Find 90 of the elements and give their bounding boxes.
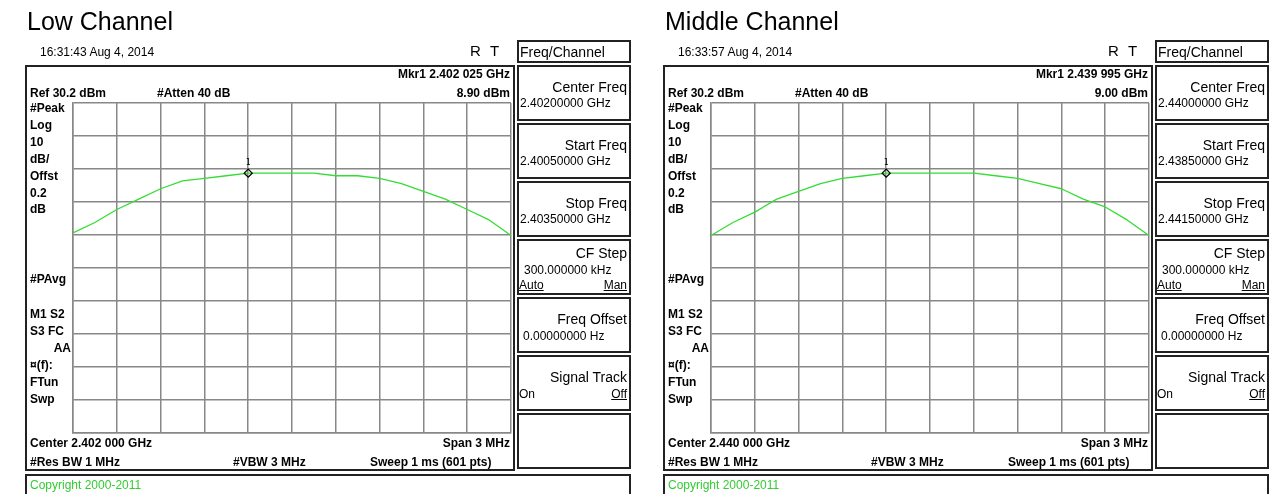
text: S3 FC <box>668 324 703 338</box>
text: On <box>519 387 536 401</box>
text: Sweep 1 ms (601 pts) <box>370 455 492 469</box>
text: Center 2.440 000 GHz <box>668 436 791 450</box>
text: 10 <box>668 135 682 149</box>
text: dB <box>668 202 684 216</box>
text: Stop Freq <box>565 195 627 211</box>
text: CF Step <box>575 245 627 261</box>
text: T <box>490 42 500 59</box>
text: #VBW 3 MHz <box>871 455 944 469</box>
text: 0.00000000 Hz <box>1161 329 1243 343</box>
text: ¤(f): <box>668 358 691 372</box>
text: AA <box>691 341 709 355</box>
text: Off <box>611 387 627 401</box>
text: 2.40050000 GHz <box>520 154 611 168</box>
text: 2.44150000 GHz <box>1158 212 1249 226</box>
text: CF Step <box>1213 245 1265 261</box>
text: #Atten 40 dB <box>795 86 869 100</box>
text: FTun <box>668 375 697 389</box>
text: 2.40350000 GHz <box>520 212 611 226</box>
text: #Res BW 1 MHz <box>30 455 121 469</box>
text: Off <box>1249 387 1265 401</box>
text: 300.000000 kHz <box>524 263 612 277</box>
text: #Res BW 1 MHz <box>668 455 759 469</box>
text: Offst <box>668 169 696 183</box>
text: 0.2 <box>668 186 685 200</box>
text: Span 3 MHz <box>1080 436 1148 450</box>
text: 2.43850000 GHz <box>1158 154 1249 168</box>
text: Offst <box>30 169 58 183</box>
text: Center Freq <box>552 79 627 95</box>
text: Swp <box>30 392 55 406</box>
text: Man <box>1241 278 1265 292</box>
text: Freq Offset <box>557 311 627 327</box>
text: R <box>1108 42 1119 59</box>
text: Copyright 2000-2011 <box>668 478 780 492</box>
text: Sweep 1 ms (601 pts) <box>1008 455 1130 469</box>
text: Freq/Channel <box>520 44 605 60</box>
text: Ref 30.2 dBm <box>668 86 745 100</box>
text: Log <box>30 118 52 132</box>
text: Auto <box>519 278 544 292</box>
text: Signal Track <box>1187 369 1265 385</box>
text: 16:31:43 Aug 4, 2014 <box>40 45 155 59</box>
text: M1 S2 <box>30 307 65 321</box>
text: 8.90 dBm <box>456 86 510 100</box>
text: #Atten 40 dB <box>157 86 231 100</box>
text: Freq Offset <box>1195 311 1265 327</box>
text: 1 <box>245 158 251 168</box>
text: FTun <box>30 375 59 389</box>
text: R <box>470 42 481 59</box>
text: On <box>1157 387 1174 401</box>
chart-title: Low Channel <box>27 7 173 35</box>
text: 2.44000000 GHz <box>1158 96 1249 110</box>
text: dB/ <box>30 152 50 166</box>
text: Man <box>603 278 627 292</box>
text: Span 3 MHz <box>442 436 510 450</box>
text: Start Freq <box>1202 137 1265 153</box>
text: Freq/Channel <box>1158 44 1243 60</box>
text: 2.40200000 GHz <box>520 96 611 110</box>
text: Auto <box>1157 278 1182 292</box>
text: S3 FC <box>30 324 65 338</box>
text: Center 2.402 000 GHz <box>30 436 153 450</box>
text: dB/ <box>668 152 688 166</box>
text: 300.000000 kHz <box>1162 263 1250 277</box>
text: Mkr1 2.402 025 GHz <box>397 67 510 81</box>
text: Mkr1 2.439 995 GHz <box>1035 67 1148 81</box>
text: Center Freq <box>1190 79 1265 95</box>
text: ¤(f): <box>30 358 53 372</box>
text: #VBW 3 MHz <box>233 455 306 469</box>
text: 9.00 dBm <box>1094 86 1148 100</box>
text: 0.00000000 Hz <box>523 329 605 343</box>
text: Copyright 2000-2011 <box>30 478 142 492</box>
text: M1 S2 <box>668 307 703 321</box>
text: Ref 30.2 dBm <box>30 86 107 100</box>
text: 10 <box>30 135 44 149</box>
text: #PAvg <box>30 272 67 286</box>
text: AA <box>53 341 71 355</box>
text: 0.2 <box>30 186 47 200</box>
text: #Peak <box>668 101 703 115</box>
text: #Peak <box>30 101 65 115</box>
text: #PAvg <box>668 272 705 286</box>
text: 1 <box>883 158 889 168</box>
text: Log <box>668 118 690 132</box>
text: T <box>1128 42 1138 59</box>
text: Signal Track <box>549 369 627 385</box>
chart-title: Middle Channel <box>665 7 839 35</box>
text: dB <box>30 202 46 216</box>
text: 16:33:57 Aug 4, 2014 <box>678 45 793 59</box>
text: Start Freq <box>564 137 627 153</box>
text: Swp <box>668 392 693 406</box>
text: Stop Freq <box>1203 195 1265 211</box>
